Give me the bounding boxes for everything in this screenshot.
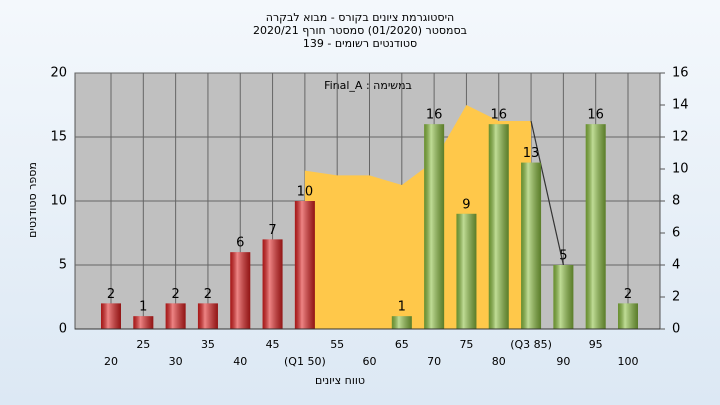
y2-tick-label: 4 [672, 258, 680, 273]
bar-shine [488, 124, 509, 329]
bar-shine [230, 252, 251, 329]
bar-shine [197, 303, 218, 329]
y-tick-label: 20 [50, 66, 67, 81]
bar-shine [553, 265, 574, 329]
data-label: 16 [490, 108, 507, 123]
y-tick-label: 10 [50, 194, 67, 209]
data-label: 5 [559, 249, 567, 264]
y-tick-label: 5 [59, 258, 67, 273]
chart-subtitle: 139 - סטודנטים רשומים [303, 37, 417, 50]
y-tick-label: 15 [50, 130, 67, 145]
bar-shine [133, 316, 154, 329]
y2-tick-label: 12 [672, 130, 689, 145]
bar-shine [262, 239, 283, 329]
x-tick-label: (Q1 50) [284, 355, 326, 368]
y2-tick-label: 8 [672, 194, 680, 209]
x-tick-label: 100 [618, 355, 639, 368]
bar-shine [585, 124, 606, 329]
data-label: 16 [426, 108, 443, 123]
x-tick-label: 75 [459, 338, 473, 351]
y2-tick-label: 0 [672, 322, 680, 337]
data-label: 2 [204, 287, 212, 302]
x-axis-label: טווח ציונים [315, 374, 365, 387]
bar-shine [165, 303, 186, 329]
x-tick-label: 35 [201, 338, 215, 351]
data-label: 1 [139, 300, 147, 315]
x-tick-label: 70 [427, 355, 441, 368]
data-label: 9 [462, 197, 470, 212]
data-label: 2 [107, 287, 115, 302]
y-tick-label: 0 [59, 322, 67, 337]
x-tick-label: 25 [136, 338, 150, 351]
data-label: 6 [236, 236, 244, 251]
data-label: 2 [624, 287, 632, 302]
y2-tick-label: 10 [672, 162, 689, 177]
x-tick-label: 95 [589, 338, 603, 351]
y2-tick-label: 2 [672, 290, 680, 305]
x-tick-label: 65 [395, 338, 409, 351]
data-label: 16 [587, 108, 604, 123]
x-tick-label: 45 [266, 338, 280, 351]
bar-shine [618, 303, 638, 329]
y2-tick-label: 14 [672, 98, 689, 113]
y2-tick-label: 16 [672, 66, 689, 81]
x-tick-label: 30 [169, 355, 183, 368]
data-label: 2 [171, 287, 179, 302]
x-tick-label: 55 [330, 338, 344, 351]
y-axis-label: מספר סטודנטים [26, 162, 39, 238]
x-tick-label: 40 [233, 355, 247, 368]
annotation: Final_A : במשימה [324, 79, 412, 92]
bar-shine [294, 201, 315, 329]
bar-shine [456, 213, 477, 329]
bar-shine [424, 124, 445, 329]
line [530, 120, 564, 266]
x-tick-label: 80 [492, 355, 506, 368]
data-label: 1 [398, 300, 406, 315]
bar-shine [101, 303, 121, 329]
data-label: 10 [297, 185, 314, 200]
y2-tick-label: 6 [672, 226, 680, 241]
x-tick-label: (Q3 85) [510, 338, 552, 351]
chart-subtitle: בסמסטר (01/2020) סמסטר חורף 2020/21 [253, 24, 467, 37]
x-tick-label: 90 [556, 355, 570, 368]
data-label: 13 [523, 146, 540, 161]
data-label: 7 [268, 223, 276, 238]
x-tick-label: 20 [104, 355, 118, 368]
chart-title: היסטוגרמת ציונים בקורס - מבוא לבקרה [266, 11, 454, 24]
bar-shine [391, 316, 412, 329]
bar-shine [521, 162, 542, 329]
x-tick-label: 60 [363, 355, 377, 368]
